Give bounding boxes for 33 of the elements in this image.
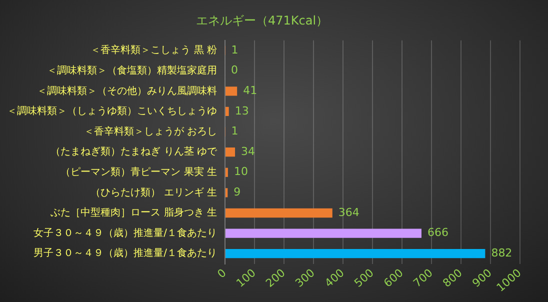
y-tick-label: （たまねぎ類）たまねぎ りん茎 ゆで xyxy=(50,146,218,158)
x-tick-label: 600 xyxy=(381,266,406,290)
data-label: 0 xyxy=(231,64,238,77)
y-tick-label: ＜調味料類＞（食塩類）精製塩家庭用 xyxy=(47,64,217,76)
y-tick-label: ぶた［中型種肉］ロース 脂身つき 生 xyxy=(50,206,217,219)
data-label: 1 xyxy=(231,43,238,56)
data-label: 1 xyxy=(231,124,238,138)
y-tick-label: 男子３０～４９（歳）推進量/１食あたり xyxy=(34,247,217,260)
data-label: 364 xyxy=(338,206,360,219)
data-label: 10 xyxy=(234,165,248,178)
x-tick-label: 900 xyxy=(470,266,494,290)
y-tick-label: ＜調味料類＞（しょうゆ類）こいくちしょうゆ xyxy=(7,105,217,118)
data-label: 13 xyxy=(234,104,249,118)
x-tick-label: 200 xyxy=(263,266,288,290)
x-tick-label: 100 xyxy=(234,266,258,290)
chart-title: エネルギー（471Kcal） xyxy=(196,13,328,28)
x-tick-label: 500 xyxy=(352,266,376,290)
y-tick-label: 女子３０～４９（歳）推進量/１食あたり xyxy=(34,226,217,239)
y-tick-label: （ピーマン類）青ピーマン 果実 生 xyxy=(60,166,217,178)
y-tick-label: ＜調味料類＞（その他）みりん風調味料 xyxy=(37,84,217,97)
x-tick-label: 300 xyxy=(292,266,318,290)
x-tick-label: 700 xyxy=(410,266,436,290)
y-tick-label: ＜香辛料類＞こしょう 黒 粉 xyxy=(90,44,217,56)
data-label: 9 xyxy=(234,186,241,199)
x-tick-label: 800 xyxy=(440,266,465,290)
x-tick-label: 400 xyxy=(322,266,347,290)
x-tick-label: 0 xyxy=(215,266,229,281)
data-label: 41 xyxy=(243,84,258,98)
data-label: 666 xyxy=(427,226,448,240)
y-tick-label: ＜香辛料類＞しょうが おろし xyxy=(84,125,217,138)
y-tick-label: （ひらたけ類） エリンギ 生 xyxy=(90,186,217,198)
data-label: 882 xyxy=(491,246,512,260)
data-label: 34 xyxy=(241,144,256,158)
